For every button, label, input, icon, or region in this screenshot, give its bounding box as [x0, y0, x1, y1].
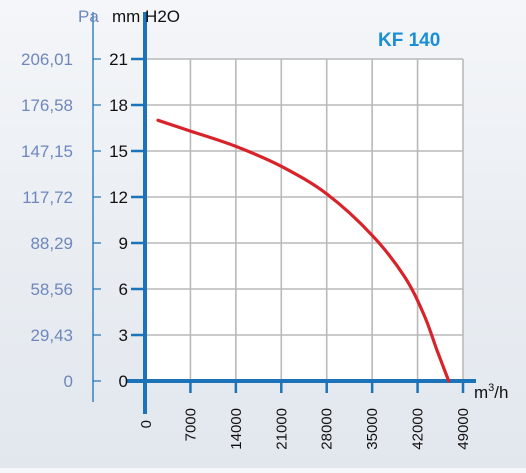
x-tick-label-2: 21000 [273, 408, 290, 450]
pa-tick-label-3: 88,29 [30, 234, 73, 253]
x-tick-label-5: 42000 [410, 408, 427, 450]
pa-tick-label-5: 147,15 [21, 142, 73, 161]
y-tick-label-2: 6 [119, 280, 128, 299]
ticks: 0 0 3 29,43 6 58,56 9 88,29 12 117,72 15 147,15 18 17… [21, 50, 472, 450]
x-tick-label-1: 14000 [228, 408, 245, 450]
plot-area [145, 59, 463, 381]
x-tick-label-origin: 0 [138, 420, 155, 428]
grid [145, 58, 464, 381]
x-unit-rest: /h [494, 383, 508, 402]
y-tick-label-1: 3 [119, 326, 128, 345]
y-tick-label-4: 12 [109, 188, 128, 207]
y-tick-label-0: 0 [119, 372, 128, 391]
x-unit-exp: 3 [488, 382, 494, 394]
pa-tick-label-1: 29,43 [30, 326, 73, 345]
x-unit-m: m [474, 383, 488, 402]
y-tick-label-7: 21 [109, 50, 128, 69]
x-tick-label-4: 35000 [364, 408, 381, 450]
mm-h2o-unit-label: mm H2O [112, 7, 180, 26]
x-tick-label-0: 7000 [182, 408, 199, 441]
y-tick-label-3: 9 [119, 234, 128, 253]
pa-tick-label-2: 58,56 [30, 280, 73, 299]
series-layer [156, 118, 451, 383]
y-tick-label-6: 18 [109, 96, 128, 115]
x-tick-label-6: 49000 [455, 408, 472, 450]
pa-tick-label-4: 117,72 [22, 188, 73, 207]
pa-tick-label-7: 206,01 [21, 50, 73, 69]
y-tick-label-5: 15 [109, 142, 128, 161]
pa-tick-label-0: 0 [64, 372, 73, 391]
pa-unit-label: Pa [78, 7, 99, 26]
chart-title: KF 140 [378, 30, 440, 51]
pa-tick-label-6: 176,58 [21, 96, 73, 115]
series-line-0 [156, 118, 451, 383]
x-unit-label: m3/h [474, 382, 508, 402]
x-tick-label-3: 28000 [319, 408, 336, 450]
